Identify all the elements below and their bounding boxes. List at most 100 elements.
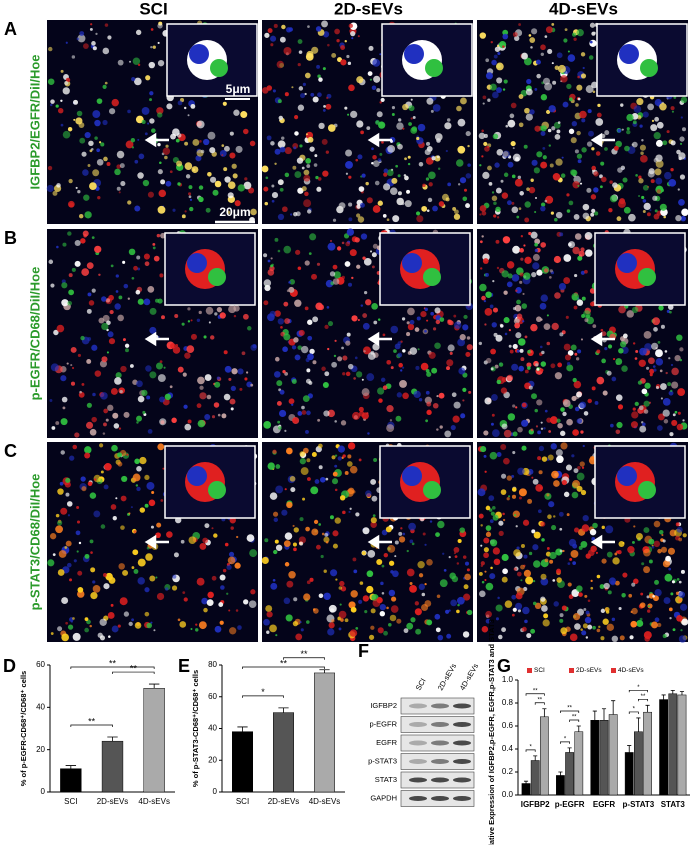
- cell: [281, 136, 285, 140]
- cell: [632, 407, 636, 411]
- cell: [575, 103, 579, 107]
- cell: [669, 617, 672, 620]
- cell: [309, 577, 314, 582]
- cell: [373, 75, 381, 83]
- cell: [678, 580, 682, 584]
- cell: [389, 419, 393, 422]
- cell: [485, 618, 491, 624]
- cell: [200, 149, 205, 154]
- cell: [56, 324, 65, 333]
- cell: [409, 539, 414, 544]
- cell: [77, 586, 84, 593]
- cell: [272, 578, 276, 582]
- cell: [304, 92, 307, 96]
- cell: [513, 567, 517, 571]
- cell: [324, 371, 330, 377]
- cell: [211, 415, 216, 419]
- cell: [390, 605, 399, 613]
- band: [453, 759, 471, 764]
- cell: [460, 413, 466, 419]
- cell: [507, 413, 516, 421]
- cell: [538, 509, 542, 514]
- cell: [120, 181, 126, 187]
- cell: [298, 50, 303, 54]
- cell: [548, 105, 556, 113]
- cell: [153, 629, 156, 632]
- cell: [492, 429, 500, 438]
- cell: [676, 526, 683, 533]
- y-tick-label: 0.2: [502, 767, 514, 776]
- cell: [248, 600, 257, 608]
- cell: [425, 419, 429, 423]
- cell: [414, 601, 419, 606]
- cell: [531, 529, 536, 534]
- cell: [582, 66, 585, 70]
- cell: [397, 174, 401, 178]
- cell: [318, 122, 325, 130]
- arrow: [144, 534, 169, 550]
- cell: [400, 527, 403, 530]
- cell: [249, 549, 258, 558]
- cell: [111, 98, 119, 107]
- legend-label: 4D-sEVs: [618, 667, 644, 674]
- cell: [144, 132, 148, 136]
- cell: [494, 162, 500, 168]
- cell: [553, 515, 556, 518]
- cell: [60, 418, 68, 426]
- cell: [324, 324, 329, 330]
- cell: [418, 161, 424, 167]
- cell: [49, 103, 53, 107]
- cell: [312, 360, 317, 365]
- cell: [326, 96, 329, 100]
- cell: [279, 36, 286, 43]
- cell: [354, 356, 358, 360]
- cell: [84, 627, 89, 633]
- cell: [123, 411, 130, 418]
- cell: [604, 130, 610, 136]
- cell: [59, 481, 64, 486]
- cell: [426, 619, 433, 626]
- arrow: [367, 534, 392, 550]
- cell: [467, 144, 470, 148]
- cell: [190, 103, 196, 109]
- cell: [143, 253, 150, 260]
- cell: [482, 171, 490, 180]
- cell: [406, 622, 414, 630]
- cell: [478, 341, 483, 346]
- cell: [387, 544, 396, 553]
- cell: [203, 607, 208, 613]
- cell: [71, 366, 75, 370]
- cell: [101, 296, 107, 302]
- cell: [263, 186, 269, 192]
- cell: [556, 129, 561, 134]
- cell: [464, 573, 471, 581]
- cell: [60, 123, 64, 127]
- cell: [160, 499, 164, 502]
- cell: [532, 601, 537, 606]
- cell: [359, 202, 365, 208]
- cell: [311, 273, 318, 280]
- cell: [188, 185, 193, 190]
- cell: [221, 144, 225, 147]
- cell: [348, 202, 353, 207]
- cell: [642, 111, 649, 118]
- cell: [424, 329, 427, 333]
- cell: [602, 618, 609, 625]
- error-bar: [679, 691, 685, 695]
- cell: [643, 409, 649, 414]
- cell: [333, 271, 341, 279]
- cell: [99, 443, 104, 448]
- cell: [463, 314, 468, 320]
- cell: [295, 211, 301, 217]
- cell: [619, 341, 627, 348]
- cell: [538, 470, 543, 475]
- cell: [585, 249, 593, 257]
- cell: [639, 347, 647, 356]
- cell: [349, 629, 358, 637]
- arrow: [367, 331, 392, 347]
- cell: [622, 177, 628, 183]
- cell: [74, 239, 81, 247]
- cell: [570, 137, 577, 144]
- cell: [159, 273, 164, 278]
- cell: [407, 155, 411, 159]
